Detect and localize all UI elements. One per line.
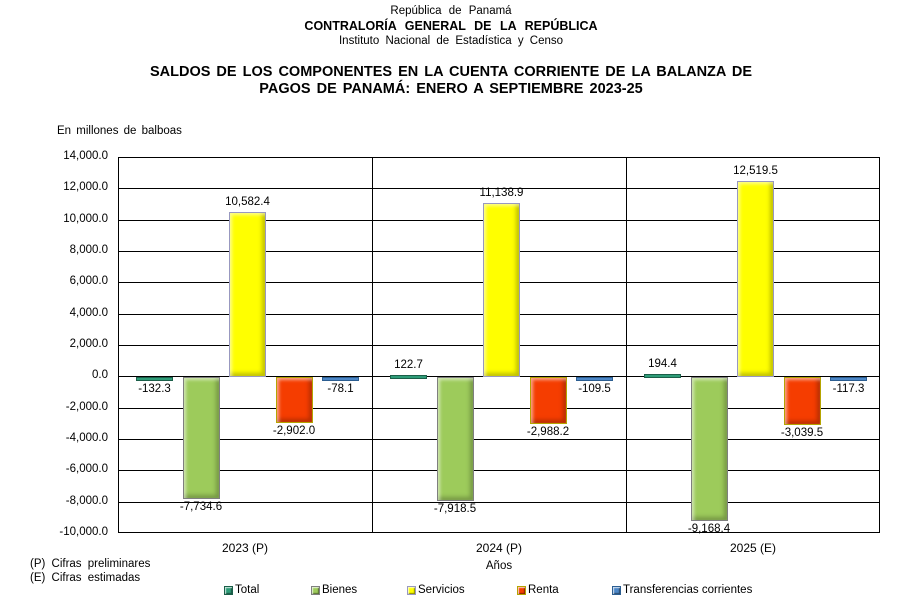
legend-item-total: Total [224, 584, 259, 596]
legend-item-transferencias-corrientes: Transferencias corrientes [612, 584, 752, 596]
bar-servicios [229, 211, 266, 378]
y-tick-label: 6,000.0 [69, 275, 108, 288]
legend-label: Renta [528, 584, 559, 596]
chart-title: SALDOS DE LOS COMPONENTES EN LA CUENTA C… [0, 64, 902, 98]
bar-transferencias-corrientes [576, 377, 613, 381]
legend-swatch [517, 585, 526, 595]
footnote-estimated: (E) Cifras estimadas [30, 572, 141, 584]
bar-bienes [690, 377, 728, 521]
bar-renta [275, 377, 313, 423]
gridline [119, 501, 879, 503]
x-category-label: 2024 (P) [475, 541, 523, 555]
data-label: -9,168.4 [687, 522, 731, 535]
category-separator [372, 158, 373, 532]
data-label: -78.1 [327, 382, 354, 395]
footnote-preliminary: (P) Cifras preliminares [30, 558, 151, 570]
y-tick-label: -2,000.0 [65, 400, 108, 413]
data-label: -2,988.2 [526, 426, 570, 439]
y-tick-label: -6,000.0 [65, 463, 108, 476]
org-country: República de Panamá [390, 5, 512, 17]
data-label: -7,918.5 [433, 503, 477, 516]
org-header: República de Panamá CONTRALORÍA GENERAL … [0, 4, 902, 49]
bar-renta [783, 377, 821, 425]
bar-servicios [483, 202, 520, 378]
data-label: -7,734.6 [179, 500, 223, 513]
data-label: -2,902.0 [272, 424, 316, 437]
org-name: CONTRALORÍA GENERAL DE LA REPÚBLICA [304, 19, 598, 33]
y-axis-unit-label: En millones de balboas [57, 125, 182, 137]
bar-servicios [737, 181, 774, 378]
y-tick-label: 10,000.0 [63, 212, 108, 225]
y-axis-ticks: -10,000.0 -8,000.0 -6,000.0 -4,000.0 -2,000.… [0, 0, 108, 615]
org-institute: Instituto Nacional de Estadística y Cens… [338, 35, 564, 47]
legend-item-bienes: Bienes [311, 584, 357, 596]
data-label: -132.3 [138, 382, 171, 395]
bar-total [136, 377, 173, 381]
y-tick-label: 12,000.0 [63, 181, 108, 194]
legend-swatch [224, 585, 233, 595]
x-category-label: 2025 (E) [729, 541, 777, 555]
bar-bienes [182, 377, 220, 499]
legend-label: Bienes [322, 584, 358, 596]
data-label: 194.4 [648, 358, 677, 371]
y-tick-label: 0.0 [92, 369, 108, 382]
bar-bienes [436, 377, 474, 502]
y-tick-label: 14,000.0 [63, 150, 108, 162]
bar-renta [529, 377, 567, 425]
legend-label: Transferencias corrientes [623, 584, 753, 596]
data-label: -117.3 [832, 382, 865, 395]
chart-title-line2: PAGOS DE PANAMÁ: ENERO A SEPTIEMBRE 2023… [259, 81, 643, 97]
y-tick-label: -8,000.0 [65, 494, 108, 507]
gridline [119, 407, 879, 409]
x-axis-title: Años [485, 560, 513, 572]
gridline [119, 439, 879, 440]
legend-swatch [407, 585, 416, 595]
y-tick-label: 4,000.0 [69, 306, 108, 319]
plot-area: -132.3 122.7 194.4 -7,734.6 -7,918.5 -9,168.4… [118, 157, 880, 535]
bar-transferencias-corrientes [830, 377, 867, 381]
gridline [119, 470, 879, 472]
legend-swatch [612, 585, 621, 595]
chart-title-line1: SALDOS DE LOS COMPONENTES EN LA CUENTA C… [149, 64, 752, 80]
data-label: 122.7 [394, 359, 423, 372]
bar-total [644, 374, 681, 378]
x-category-label: 2023 (P) [221, 541, 269, 555]
y-tick-label: -10,000.0 [59, 526, 108, 538]
y-tick-label: 2,000.0 [69, 338, 108, 350]
bar-total [390, 375, 427, 379]
y-tick-label: 8,000.0 [69, 244, 108, 256]
bar-transferencias-corrientes [322, 377, 359, 381]
data-label: 10,582.4 [225, 195, 270, 208]
gridline [119, 188, 879, 190]
legend-item-renta: Renta [517, 584, 559, 596]
data-label: 11,138.9 [479, 186, 524, 199]
legend-label: Servicios [418, 584, 465, 596]
legend-label: Total [235, 584, 260, 596]
category-separator [626, 158, 627, 532]
data-label: -3,039.5 [780, 426, 824, 439]
data-label: -109.5 [578, 382, 611, 395]
data-label: 12,519.5 [733, 165, 778, 178]
legend-swatch [311, 585, 320, 595]
legend-item-servicios: Servicios [407, 584, 465, 596]
y-tick-label: -4,000.0 [65, 432, 108, 444]
